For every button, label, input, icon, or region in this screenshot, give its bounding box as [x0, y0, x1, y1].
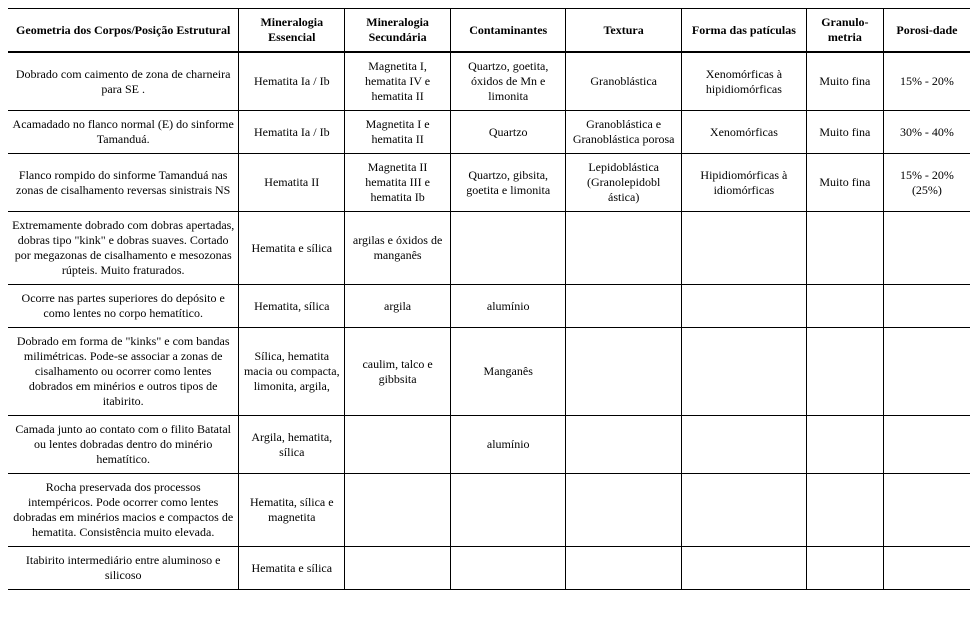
cell-tex [566, 212, 681, 285]
cell-gran: Muito fina [806, 111, 883, 154]
cell-geo: Extremamente dobrado com dobras apertada… [8, 212, 239, 285]
cell-tex [566, 416, 681, 474]
cell-gran [806, 285, 883, 328]
cell-cont: alumínio [451, 416, 566, 474]
table-row: Ocorre nas partes superiores do depósito… [8, 285, 970, 328]
cell-cont: alumínio [451, 285, 566, 328]
table-header-row: Geometria dos Corpos/Posição Estrutural … [8, 9, 970, 53]
cell-gran: Muito fina [806, 154, 883, 212]
cell-sec [345, 474, 451, 547]
cell-tex [566, 474, 681, 547]
cell-tex: Granoblástica e Granoblástica porosa [566, 111, 681, 154]
cell-sec: argila [345, 285, 451, 328]
cell-gran [806, 547, 883, 590]
cell-sec: Magnetita I e hematita II [345, 111, 451, 154]
cell-geo: Dobrado com caimento de zona de charneir… [8, 52, 239, 111]
col-header-sec: Mineralogia Secundária [345, 9, 451, 53]
cell-forma: Xenomórficas [681, 111, 806, 154]
cell-sec: Magnetita I, hematita IV e hematita II [345, 52, 451, 111]
table-row: Acamadado no flanco normal (E) do sinfor… [8, 111, 970, 154]
cell-gran: Muito fina [806, 52, 883, 111]
cell-ess: Hematita Ia / Ib [239, 111, 345, 154]
cell-cont: Manganês [451, 328, 566, 416]
cell-cont: Quartzo, goetita, óxidos de Mn e limonit… [451, 52, 566, 111]
cell-tex [566, 547, 681, 590]
col-header-forma: Forma das patículas [681, 9, 806, 53]
cell-ess: Argila, hematita, sílica [239, 416, 345, 474]
cell-ess: Hematita, sílica e magnetita [239, 474, 345, 547]
cell-ess: Sílica, hematita macia ou compacta, limo… [239, 328, 345, 416]
geology-table: Geometria dos Corpos/Posição Estrutural … [8, 8, 970, 590]
col-header-gran: Granulo-metria [806, 9, 883, 53]
cell-gran [806, 474, 883, 547]
cell-geo: Rocha preservada dos processos intempéri… [8, 474, 239, 547]
col-header-cont: Contaminantes [451, 9, 566, 53]
cell-sec [345, 547, 451, 590]
cell-por [883, 328, 970, 416]
table-row: Flanco rompido do sinforme Tamanduá nas … [8, 154, 970, 212]
table-row: Camada junto ao contato com o filito Bat… [8, 416, 970, 474]
cell-por: 15% - 20% [883, 52, 970, 111]
cell-forma [681, 474, 806, 547]
cell-ess: Hematita, sílica [239, 285, 345, 328]
cell-forma [681, 285, 806, 328]
cell-sec: Magnetita II hematita III e hematita Ib [345, 154, 451, 212]
table-row: Dobrado com caimento de zona de charneir… [8, 52, 970, 111]
cell-geo: Camada junto ao contato com o filito Bat… [8, 416, 239, 474]
cell-geo: Flanco rompido do sinforme Tamanduá nas … [8, 154, 239, 212]
cell-sec: argilas e óxidos de manganês [345, 212, 451, 285]
cell-geo: Ocorre nas partes superiores do depósito… [8, 285, 239, 328]
cell-forma: Xenomórficas à hipidiomórficas [681, 52, 806, 111]
cell-cont: Quartzo [451, 111, 566, 154]
table-row: Dobrado em forma de "kinks" e com bandas… [8, 328, 970, 416]
cell-forma [681, 212, 806, 285]
cell-cont [451, 474, 566, 547]
cell-forma [681, 328, 806, 416]
col-header-geo: Geometria dos Corpos/Posição Estrutural [8, 9, 239, 53]
cell-ess: Hematita Ia / Ib [239, 52, 345, 111]
cell-ess: Hematita e sílica [239, 212, 345, 285]
cell-geo: Itabirito intermediário entre aluminoso … [8, 547, 239, 590]
cell-gran [806, 212, 883, 285]
cell-por [883, 416, 970, 474]
cell-por [883, 474, 970, 547]
cell-geo: Dobrado em forma de "kinks" e com bandas… [8, 328, 239, 416]
table-body: Dobrado com caimento de zona de charneir… [8, 52, 970, 590]
cell-por [883, 212, 970, 285]
cell-por [883, 285, 970, 328]
cell-cont [451, 547, 566, 590]
cell-forma: Hipidiomórficas à idiomórficas [681, 154, 806, 212]
cell-sec: caulim, talco e gibbsita [345, 328, 451, 416]
cell-forma [681, 416, 806, 474]
col-header-ess: Mineralogia Essencial [239, 9, 345, 53]
cell-tex: Granoblástica [566, 52, 681, 111]
cell-por: 15% - 20% (25%) [883, 154, 970, 212]
cell-geo: Acamadado no flanco normal (E) do sinfor… [8, 111, 239, 154]
cell-por [883, 547, 970, 590]
cell-ess: Hematita II [239, 154, 345, 212]
cell-tex [566, 285, 681, 328]
cell-tex: Lepidoblástica (Granolepidobl ástica) [566, 154, 681, 212]
cell-gran [806, 416, 883, 474]
table-row: Extremamente dobrado com dobras apertada… [8, 212, 970, 285]
col-header-tex: Textura [566, 9, 681, 53]
table-row: Rocha preservada dos processos intempéri… [8, 474, 970, 547]
cell-gran [806, 328, 883, 416]
table-row: Itabirito intermediário entre aluminoso … [8, 547, 970, 590]
cell-por: 30% - 40% [883, 111, 970, 154]
cell-sec [345, 416, 451, 474]
cell-cont [451, 212, 566, 285]
cell-tex [566, 328, 681, 416]
cell-forma [681, 547, 806, 590]
cell-ess: Hematita e sílica [239, 547, 345, 590]
cell-cont: Quartzo, gibsita, goetita e limonita [451, 154, 566, 212]
col-header-por: Porosi-dade [883, 9, 970, 53]
